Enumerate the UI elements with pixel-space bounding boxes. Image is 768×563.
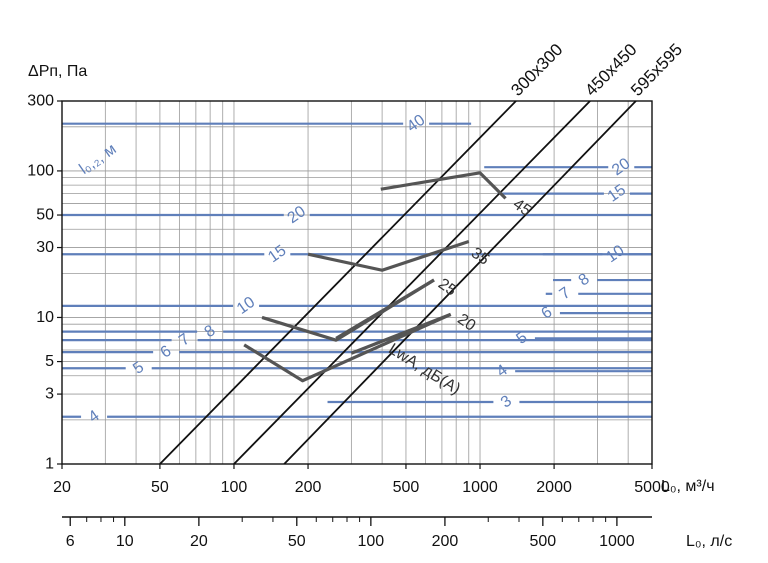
x2-tick-label: 100 <box>358 533 385 550</box>
axes: 1 3 5 10 30 50 100 300 20 50 100 200 500 1000 2000 5000… <box>27 93 670 551</box>
x-tick-label: 5000 <box>634 479 670 496</box>
x2-tick-label: 200 <box>432 533 459 550</box>
y-tick-label: 3 <box>45 386 54 403</box>
y-tick-label: 100 <box>27 162 54 179</box>
y-tick-label: 300 <box>27 93 54 110</box>
plot-area <box>62 101 652 464</box>
noise-line <box>243 312 452 383</box>
size-line-label: 300x300 <box>507 40 566 100</box>
size-line <box>233 100 591 465</box>
x2-axis-title: L₀, л/с <box>686 533 732 550</box>
x-axis-title: L₀, м³/ч <box>661 478 715 495</box>
x2-tick-label: 6 <box>66 533 75 550</box>
y-tick-label: 30 <box>36 239 54 256</box>
x2-tick-label: 1000 <box>599 533 635 550</box>
noise-line <box>261 278 435 342</box>
x2-tick-label: 20 <box>190 533 208 550</box>
x-tick-label: 50 <box>151 479 169 496</box>
x-tick-label: 200 <box>295 479 322 496</box>
x-tick-label: 20 <box>53 479 71 496</box>
noise-line <box>307 239 470 272</box>
size-line <box>283 100 637 465</box>
x2-tick-label: 10 <box>116 533 134 550</box>
x-tick-label: 1000 <box>462 479 498 496</box>
x-tick-label: 100 <box>221 479 248 496</box>
y-tick-label: 1 <box>45 456 54 473</box>
size-line <box>159 100 517 465</box>
x2-tick-label: 50 <box>288 533 306 550</box>
y-tick-label: 10 <box>36 309 54 326</box>
y-axis-title: ΔPп, Па <box>28 63 87 80</box>
x2-tick-label: 500 <box>529 533 556 550</box>
x-tick-label: 500 <box>393 479 420 496</box>
noise-line <box>380 171 507 200</box>
x-tick-label: 2000 <box>536 479 572 496</box>
y-tick-label: 50 <box>36 207 54 224</box>
plot-frame <box>61 100 653 465</box>
y-tick-label: 5 <box>45 353 54 370</box>
